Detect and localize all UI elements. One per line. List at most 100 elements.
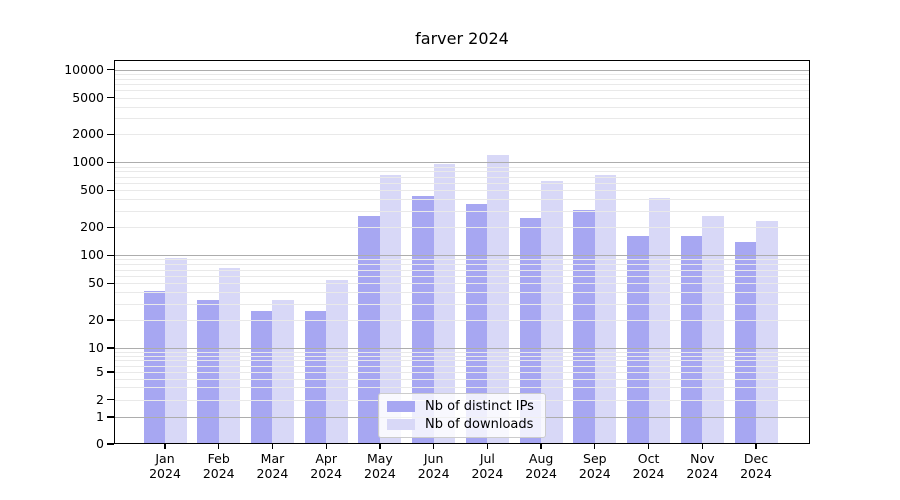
y-tickmark (107, 96, 114, 99)
x-tickmark (433, 444, 435, 449)
year-line: 2024 (632, 466, 665, 481)
gridline-minor (114, 355, 810, 357)
bar-distinct-ips-apr (304, 311, 327, 444)
bar-distinct-ips-sep (573, 209, 595, 444)
legend-item-distinct-ips: Nb of distinct IPs (387, 399, 537, 414)
x-tick-label-sep: Sep 2024 (567, 451, 623, 481)
gridline-minor (114, 106, 810, 108)
month-line: Sep (583, 451, 607, 466)
year-line: 2024 (471, 466, 504, 481)
gridline-minor (114, 275, 810, 277)
x-tickmark (755, 444, 757, 449)
x-tick-label-aug: Aug 2024 (513, 451, 569, 481)
y-tick-label: 0 (96, 436, 104, 451)
x-tickmark (164, 444, 166, 449)
year-line: 2024 (578, 466, 611, 481)
bar-distinct-ips-jan (143, 291, 165, 444)
bar-downloads-nov (702, 216, 724, 444)
month-line: Oct (637, 451, 660, 466)
gridline-minor (114, 90, 810, 92)
gridline-minor (114, 227, 810, 229)
gridline-minor (114, 264, 810, 266)
y-tickmark (107, 398, 114, 401)
x-tickmark (540, 444, 542, 449)
y-tickmark (107, 371, 114, 373)
x-tick-label-jul: Jul 2024 (459, 451, 515, 481)
x-tickmark (486, 444, 489, 449)
gridline-minor (114, 78, 810, 80)
plot-area: Nb of distinct IPs Nb of downloads (114, 60, 810, 444)
y-tick-label: 2 (96, 391, 104, 407)
chart-title: farver 2024 (415, 29, 509, 48)
month-line: Jun (423, 451, 444, 466)
y-tickmark (107, 69, 114, 71)
bar-downloads-aug (541, 180, 563, 444)
gridline-minor (114, 269, 810, 271)
y-tick-label: 1000 (72, 154, 104, 170)
year-line: 2024 (364, 466, 396, 481)
gridline-minor (114, 378, 810, 380)
month-line: Jan (155, 451, 175, 466)
legend-item-downloads: Nb of downloads (387, 417, 537, 432)
y-tick-label: 5000 (72, 89, 104, 105)
x-tickmark (325, 444, 327, 449)
gridline-major (114, 69, 810, 71)
x-tickmark (647, 444, 650, 449)
month-line: Mar (260, 451, 285, 466)
legend: Nb of distinct IPs Nb of downloads (378, 393, 546, 438)
x-tickmark (271, 444, 274, 449)
gridline-minor (114, 190, 810, 192)
x-tick-label-dec: Dec 2024 (728, 451, 784, 481)
x-tickmark (594, 444, 596, 449)
y-tick-label: 200 (80, 219, 104, 235)
bar-distinct-ips-may (358, 215, 380, 444)
month-line: Jul (479, 451, 495, 466)
gridline-minor (114, 83, 810, 85)
gridline-minor (114, 303, 810, 305)
x-tick-label-may: May 2024 (352, 451, 408, 481)
legend-swatch-downloads (387, 419, 415, 430)
y-tickmark (107, 443, 114, 445)
legend-label: Nb of distinct IPs (425, 399, 534, 414)
y-tickmark (107, 416, 114, 418)
legend-label: Nb of downloads (425, 417, 534, 432)
month-line: Apr (315, 451, 337, 466)
x-tick-label-nov: Nov 2024 (674, 451, 730, 481)
gridline-major (114, 255, 810, 257)
bar-downloads-may (379, 175, 402, 444)
gridline-minor (114, 166, 810, 168)
y-tickmark (107, 189, 114, 192)
x-tick-label-mar: Mar 2024 (244, 451, 300, 481)
x-tickmark (701, 444, 703, 449)
gridline-minor (114, 97, 810, 99)
gridline-minor (114, 182, 810, 184)
month-line: Aug (528, 451, 554, 466)
year-line: 2024 (525, 466, 558, 481)
year-line: 2024 (149, 466, 181, 481)
x-tick-label-jan: Jan 2024 (137, 451, 193, 481)
gridline-minor (114, 372, 810, 373)
gridline-major (114, 162, 810, 164)
month-line: May (366, 451, 393, 466)
bar-distinct-ips-jul (465, 203, 488, 444)
y-tickmark (107, 226, 114, 228)
y-tickmark (107, 133, 114, 136)
y-tick-label: 10000 (64, 61, 104, 77)
x-tick-label-jun: Jun 2024 (406, 451, 462, 481)
month-line: Dec (743, 451, 769, 466)
gridline-major (114, 348, 810, 349)
month-line: Nov (690, 451, 715, 466)
year-line: 2024 (202, 466, 235, 481)
gridline-minor (114, 283, 810, 285)
gridlines-layer (114, 60, 810, 444)
bar-downloads-mar (272, 299, 294, 444)
legend-swatch-distinct-ips (387, 401, 415, 412)
y-tickmark (107, 319, 114, 321)
gridline-minor (114, 73, 810, 75)
y-tick-label: 500 (80, 182, 104, 198)
year-line: 2024 (256, 466, 289, 481)
year-line: 2024 (686, 466, 719, 481)
gridline-minor (114, 176, 810, 178)
bar-downloads-sep (594, 174, 617, 444)
